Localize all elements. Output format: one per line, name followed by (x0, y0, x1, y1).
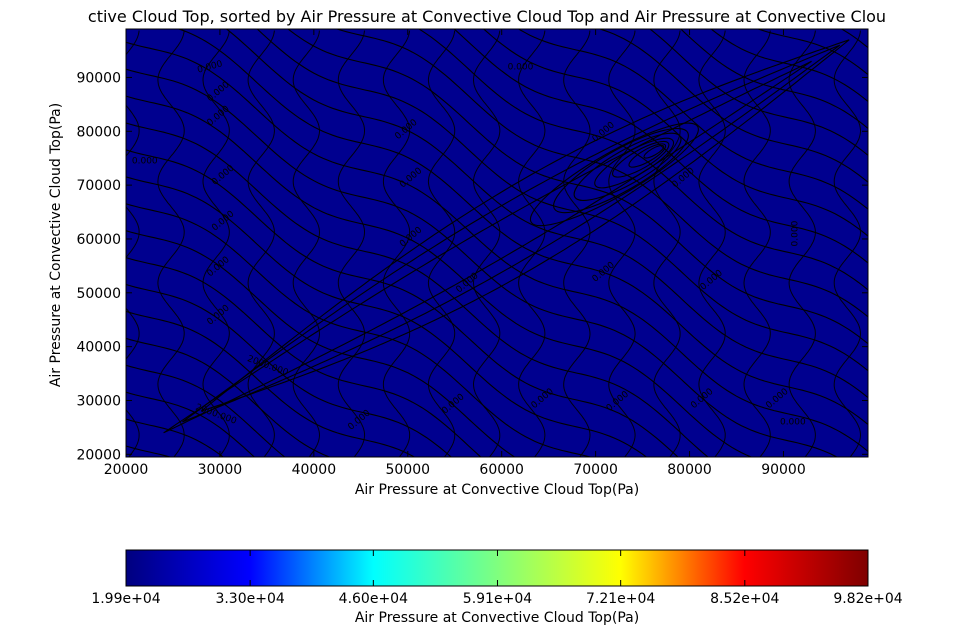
contour-line (553, 127, 689, 214)
y-axis-label: Air Pressure at Convective Cloud Top(Pa) (48, 103, 64, 387)
contour-label: 0.000 (791, 220, 801, 246)
contour-line (126, 176, 648, 457)
y-tick-label: 20000 (76, 447, 121, 463)
contour-line (417, 29, 868, 291)
contour-line (612, 140, 670, 178)
contour-line (126, 68, 838, 457)
x-axis-label: Air Pressure at Convective Cloud Top(Pa) (355, 482, 639, 498)
x-tick-label: 20000 (104, 462, 149, 478)
contour-line (292, 30, 321, 457)
x-tick-label: 30000 (198, 462, 243, 478)
contour-line (200, 39, 850, 412)
y-tick-label: 90000 (76, 70, 121, 86)
contour-line (126, 257, 482, 457)
contour-line (202, 30, 230, 457)
y-tick-label: 50000 (76, 286, 121, 302)
contour-line (182, 44, 841, 423)
contour-line (126, 41, 868, 453)
contour-line (157, 30, 185, 457)
contour-line (126, 364, 286, 457)
contour-line (177, 29, 868, 426)
contour-line (743, 30, 771, 457)
x-axis: 20000 30000 40000 50000 60000 70000 80000 90000 (104, 29, 806, 478)
contour-line (756, 29, 868, 76)
contour-label: 0.000 (508, 62, 534, 72)
x-tick-label: 50000 (385, 462, 430, 478)
y-tick-label: 80000 (76, 124, 121, 140)
contour-line (256, 29, 868, 372)
contour-line (126, 283, 452, 457)
contour-line (788, 30, 816, 457)
colorbar-label: Air Pressure at Convective Cloud Top(Pa) (355, 610, 639, 626)
contour-line (126, 391, 256, 457)
contour-line (126, 149, 679, 457)
x-tick-label: 90000 (761, 462, 806, 478)
colorbar-tick-label: 1.99e+04 (91, 591, 160, 607)
contour-line (126, 310, 416, 457)
contour-line (126, 122, 709, 457)
colorbar-tick-label: 3.30e+04 (215, 591, 284, 607)
contour-line (518, 30, 546, 457)
contour-line (427, 30, 456, 457)
x-tick-label: 70000 (573, 462, 618, 478)
contour-line (517, 29, 868, 210)
contour-line (126, 203, 593, 457)
x-tick-label: 40000 (292, 462, 337, 478)
colorbar-tick-label: 4.60e+04 (339, 591, 408, 607)
contour-label: 0.000 (780, 418, 806, 428)
colorbar-ticks: 1.99e+04 3.30e+04 4.60e+04 5.91e+04 7.21e+04… (91, 550, 903, 607)
x-tick-label: 60000 (479, 462, 524, 478)
y-tick-label: 60000 (76, 232, 121, 248)
contour-line (382, 30, 411, 457)
contour-line (653, 30, 681, 457)
contour-line (710, 29, 868, 103)
contour-line (643, 144, 665, 159)
contour-line (337, 30, 366, 457)
contour-line (126, 230, 516, 457)
y-tick-label: 70000 (76, 178, 121, 194)
chart-title: ctive Cloud Top, sorted by Air Pressure … (88, 7, 886, 26)
x-tick-label: 80000 (667, 462, 712, 478)
colorbar-tick-label: 5.91e+04 (463, 591, 532, 607)
contour-line (833, 30, 862, 457)
contour-line (163, 60, 812, 434)
contour-line (573, 132, 682, 201)
contour-line (126, 95, 753, 457)
contour-line (698, 30, 726, 457)
y-tick-label: 40000 (76, 340, 121, 356)
contour-lines (126, 29, 868, 457)
y-tick-label: 30000 (76, 393, 121, 409)
contour-line (649, 29, 868, 157)
contour-line (225, 29, 868, 399)
contour-line (126, 30, 140, 457)
plot-frame (125, 28, 869, 458)
contour-line (287, 29, 868, 345)
colorbar-tick-label: 9.82e+04 (833, 591, 902, 607)
contour-line (472, 30, 501, 457)
colorbar-tick-label: 8.52e+04 (710, 591, 779, 607)
contour-line (563, 30, 591, 457)
contour-line (628, 143, 667, 168)
contour-label: 0.000 (132, 157, 158, 167)
y-axis: 20000 30000 40000 50000 60000 70000 80000 90000 (76, 70, 868, 463)
colorbar-tick-label: 7.21e+04 (586, 591, 655, 607)
contour-line (529, 122, 699, 227)
contour-line (453, 29, 868, 264)
contour-line (247, 30, 275, 457)
contour-line (608, 30, 636, 457)
contour-line (598, 29, 868, 183)
contour-line (126, 337, 332, 457)
